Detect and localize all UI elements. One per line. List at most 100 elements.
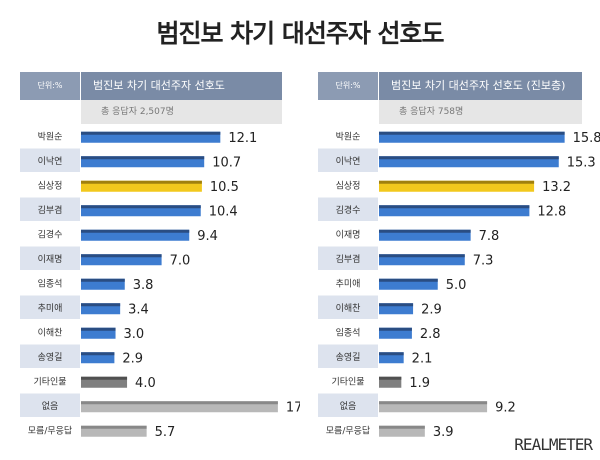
category-label: 박원순 bbox=[38, 131, 63, 142]
bar bbox=[379, 425, 425, 437]
value-label: 12.1 bbox=[228, 131, 257, 146]
category-label-bg bbox=[20, 222, 80, 246]
value-label: 4.0 bbox=[135, 376, 156, 391]
value-label: 2.9 bbox=[122, 351, 143, 366]
category-label-bg bbox=[318, 295, 378, 319]
category-label-bg bbox=[20, 369, 80, 393]
category-label: 송영길 bbox=[38, 352, 63, 363]
category-label: 심상정 bbox=[336, 180, 361, 191]
category-label-bg bbox=[318, 124, 378, 148]
category-label: 이낙연 bbox=[336, 156, 361, 167]
category-label: 추미애 bbox=[336, 278, 361, 289]
bar-top-edge bbox=[81, 156, 205, 160]
category-label: 김부겸 bbox=[336, 253, 361, 265]
chart-title: 범진보 차기 대선주자 선호도 bbox=[81, 72, 282, 100]
category-label: 이재명 bbox=[336, 229, 361, 240]
category-label-bg bbox=[318, 320, 378, 344]
bar-top-edge bbox=[81, 131, 221, 135]
bar bbox=[379, 254, 465, 266]
value-label: 7.8 bbox=[479, 229, 500, 244]
bar-chart-progressive: 박원순 15.8 이낙연 15.3 심상정 13.2 김경수 12.8 이재명 7.8 김부겸 7.3… bbox=[318, 124, 600, 442]
value-label: 17.1 bbox=[286, 400, 300, 415]
bar-top-edge bbox=[379, 180, 535, 184]
value-label: 15.3 bbox=[567, 155, 596, 170]
category-label: 임종석 bbox=[336, 326, 361, 338]
category-label: 모름/무응답 bbox=[28, 424, 72, 436]
bar bbox=[379, 229, 471, 241]
value-label: 2.9 bbox=[421, 302, 442, 317]
bar bbox=[379, 180, 535, 192]
bar-top-edge bbox=[81, 180, 202, 184]
page-title: 범진보 차기 대선주자 선호도 bbox=[156, 19, 444, 48]
value-label: 3.0 bbox=[124, 327, 145, 342]
value-label: 2.8 bbox=[420, 327, 441, 342]
bar bbox=[379, 156, 559, 168]
bar-top-edge bbox=[379, 327, 412, 331]
value-label: 10.7 bbox=[212, 155, 241, 170]
bar bbox=[81, 205, 201, 217]
bar-top-edge bbox=[379, 205, 530, 209]
bar-top-edge bbox=[379, 131, 565, 135]
chart-subtitle: 총 응답자 758명 bbox=[379, 100, 582, 124]
unit-label: 단위:% bbox=[318, 72, 378, 100]
category-label: 심상정 bbox=[38, 180, 63, 191]
bar-chart-all: 박원순 12.1 이낙연 10.7 심상정 10.5 김부겸 10.4 김경수 9.4 이재명 7.0… bbox=[20, 124, 300, 442]
chart-title: 범진보 차기 대선주자 선호도 (진보층) bbox=[379, 72, 582, 100]
bar bbox=[81, 156, 205, 168]
bar bbox=[379, 376, 402, 388]
category-label: 기타인물 bbox=[331, 376, 364, 387]
unit-label: 단위:% bbox=[20, 72, 80, 100]
value-label: 13.2 bbox=[542, 180, 571, 195]
value-label: 9.2 bbox=[495, 400, 516, 415]
bar-top-edge bbox=[81, 254, 162, 258]
bar-top-edge bbox=[81, 229, 190, 233]
bar bbox=[81, 131, 221, 143]
bar bbox=[81, 401, 278, 413]
bar-top-edge bbox=[81, 205, 201, 209]
bar bbox=[379, 278, 438, 290]
category-label-bg bbox=[318, 344, 378, 368]
value-label: 2.1 bbox=[412, 351, 433, 366]
bar bbox=[379, 205, 530, 217]
value-label: 7.0 bbox=[170, 253, 191, 268]
bar-top-edge bbox=[81, 278, 125, 282]
bar bbox=[379, 327, 412, 339]
bar-top-edge bbox=[379, 425, 425, 429]
value-label: 5.7 bbox=[155, 425, 176, 440]
category-label-bg bbox=[318, 246, 378, 270]
category-label: 이낙연 bbox=[38, 156, 63, 167]
value-label: 10.5 bbox=[210, 180, 239, 195]
bar-top-edge bbox=[379, 156, 559, 160]
realmeter-logo: REALMETER bbox=[514, 435, 593, 454]
category-label-bg bbox=[20, 393, 80, 417]
chart-panel-progressive: 단위:% 범진보 차기 대선주자 선호도 (진보층) 총 응답자 758명 박원… bbox=[318, 68, 600, 458]
bar bbox=[379, 131, 565, 143]
category-label: 임종석 bbox=[38, 277, 63, 289]
value-label: 3.4 bbox=[128, 302, 149, 317]
bar-top-edge bbox=[379, 254, 465, 258]
bar-top-edge bbox=[81, 303, 121, 307]
category-label: 기타인물 bbox=[33, 376, 66, 387]
category-label-bg bbox=[20, 320, 80, 344]
category-label-bg bbox=[318, 393, 378, 417]
bar-top-edge bbox=[379, 401, 488, 405]
bar-top-edge bbox=[81, 401, 278, 405]
value-label: 1.9 bbox=[409, 376, 430, 391]
category-label-bg bbox=[20, 197, 80, 221]
category-label: 김경수 bbox=[38, 228, 63, 240]
category-label-bg bbox=[318, 148, 378, 172]
category-label: 없음 bbox=[340, 401, 357, 412]
category-label-bg bbox=[20, 148, 80, 172]
bar bbox=[81, 278, 125, 290]
bar-top-edge bbox=[81, 376, 128, 380]
bar bbox=[81, 254, 162, 266]
bar-top-edge bbox=[379, 376, 402, 380]
value-label: 9.4 bbox=[197, 229, 218, 244]
category-label: 이재명 bbox=[38, 254, 63, 265]
category-label-bg bbox=[318, 197, 378, 221]
bar bbox=[81, 425, 147, 437]
bar bbox=[81, 327, 116, 339]
category-label-bg bbox=[318, 271, 378, 295]
bar bbox=[81, 229, 190, 241]
category-label-bg bbox=[20, 173, 80, 197]
